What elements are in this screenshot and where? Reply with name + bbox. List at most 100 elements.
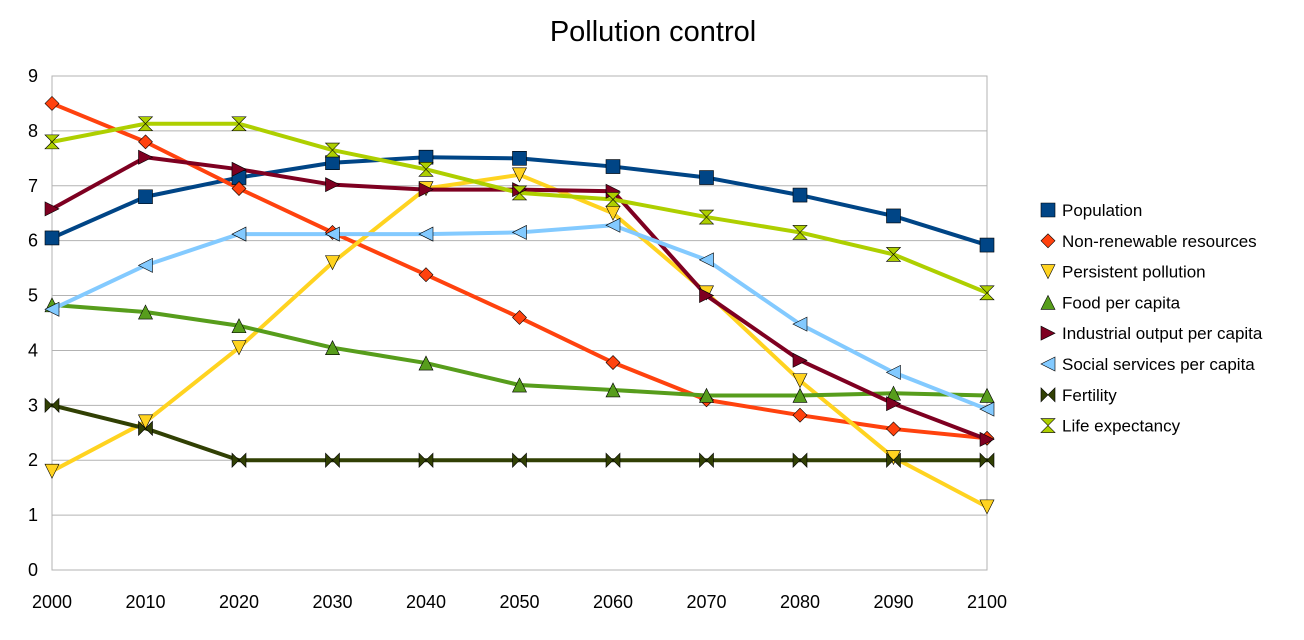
y-tick-label: 8 [28,121,38,141]
series-line-fertility [50,403,989,463]
plot-area [51,75,988,571]
data-point-food-per-capita [979,387,995,403]
data-point-social-services-per-capita [605,217,621,233]
x-tick-label: 2080 [780,592,820,612]
legend-label-non-renewable-resources: Non-renewable resources [1062,232,1257,251]
data-point-food-per-capita [418,355,434,371]
data-point-persistent-pollution [138,414,153,430]
data-point-food-per-capita [138,304,153,320]
data-point-industrial-output-per-capita [418,182,434,198]
data-point-food-per-capita [792,387,808,403]
data-point-population [418,149,434,165]
data-point-population [979,237,995,253]
x-axis-ticks: 2000 2010 2020 2030 2040 2050 2060 2070 2080 2090… [32,592,1007,612]
data-point-fertility [979,452,995,468]
data-point-social-services-per-capita [418,226,434,242]
data-point-non-renewable-resources [886,421,901,437]
data-point-food-per-capita [325,340,340,355]
x-tick-label: 2010 [125,592,165,612]
data-point-life-expectancy [885,247,902,262]
x-tick-label: 2040 [406,592,446,612]
data-point-non-renewable-resources [512,310,527,325]
series-line-persistent-pollution [50,172,989,509]
legend-marker-persistent-pollution [1040,264,1056,280]
data-point-industrial-output-per-capita [699,288,715,304]
x-tick-label: 2030 [312,592,352,612]
data-point-population [138,189,153,205]
data-point-fertility [418,452,434,468]
data-point-life-expectancy [979,285,995,301]
legend-marker-population [1040,202,1056,218]
data-point-fertility [138,420,153,437]
legend-marker-industrial-output-per-capita [1040,325,1056,341]
data-point-life-expectancy [231,116,247,132]
legend-marker-non-renewable-resources [1040,233,1056,249]
legend-label-persistent-pollution: Persistent pollution [1062,263,1206,282]
y-tick-label: 0 [28,560,38,580]
data-point-population [44,230,60,246]
data-point-population [792,187,808,203]
data-point-life-expectancy [605,192,621,207]
x-tick-label: 2100 [967,592,1007,612]
data-point-social-services-per-capita [511,224,527,240]
y-tick-label: 6 [28,231,38,251]
y-tick-label: 2 [28,450,38,470]
legend-label-fertility: Fertility [1062,386,1117,405]
x-tick-label: 2020 [219,592,259,612]
data-point-non-renewable-resources [44,96,60,111]
data-point-social-services-per-capita [324,226,340,242]
data-point-persistent-pollution [979,499,995,515]
data-point-persistent-pollution [325,255,340,271]
data-point-persistent-pollution [512,167,527,183]
data-point-non-renewable-resources [792,407,808,423]
legend-marker-social-services-per-capita [1040,356,1056,372]
data-point-life-expectancy [44,134,60,150]
data-point-social-services-per-capita [231,226,247,242]
data-point-fertility [699,452,714,468]
data-point-fertility [792,452,808,468]
data-point-life-expectancy [324,142,341,158]
data-point-fertility [605,452,621,468]
data-point-food-per-capita [231,318,247,334]
data-point-life-expectancy [792,225,808,240]
data-point-industrial-output-per-capita [979,431,995,447]
data-point-industrial-output-per-capita [886,396,902,412]
data-point-life-expectancy [698,209,715,225]
y-tick-label: 4 [28,340,38,360]
data-point-population [699,170,714,185]
x-tick-label: 2000 [32,592,72,612]
data-point-non-renewable-resources [418,267,434,283]
data-point-non-renewable-resources [605,355,621,370]
series-markers [44,96,995,515]
data-point-fertility [886,452,901,468]
data-point-industrial-output-per-capita [231,161,247,177]
chart-title: Pollution control [550,16,756,48]
legend-label-food-per-capita: Food per capita [1062,293,1181,312]
data-point-food-per-capita [605,382,621,398]
data-point-industrial-output-per-capita [44,201,60,217]
x-tick-label: 2060 [593,592,633,612]
data-point-social-services-per-capita [885,364,901,380]
series-line-life-expectancy [50,121,989,295]
data-point-population [886,208,901,224]
data-point-fertility [44,397,60,414]
y-tick-label: 3 [28,395,38,415]
data-point-life-expectancy [511,185,528,201]
data-point-population [325,155,340,171]
x-tick-label: 2070 [686,592,726,612]
data-point-persistent-pollution [231,340,247,356]
legend: Population Non-renewable resources Persist… [1040,201,1263,436]
data-point-social-services-per-capita [979,401,995,417]
legend-marker-fertility [1040,387,1056,403]
data-point-fertility [325,452,340,468]
data-point-industrial-output-per-capita [325,177,341,193]
legend-label-population: Population [1062,201,1142,220]
data-point-industrial-output-per-capita [138,149,154,165]
data-point-life-expectancy [418,162,434,177]
x-tick-label: 2090 [873,592,913,612]
legend-label-industrial-output-per-capita: Industrial output per capita [1062,324,1263,343]
data-point-fertility [231,452,247,468]
legend-label-social-services-per-capita: Social services per capita [1062,355,1255,374]
legend-label-life-expectancy: Life expectancy [1062,417,1181,436]
